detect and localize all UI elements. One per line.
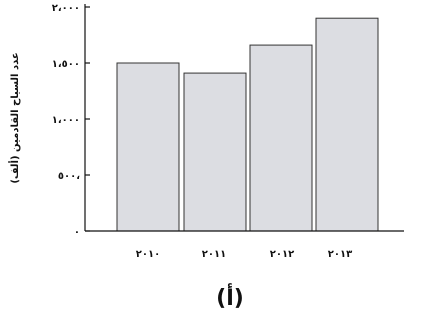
bars-layer xyxy=(116,17,379,232)
y-tick-label: ١،٥٠٠ xyxy=(52,59,80,70)
x-ticks: ٢٠١٠ ٢٠١١ ٢٠١٢ ٢٠١٣ xyxy=(136,249,352,260)
x-tick-label: ٢٠١٠ xyxy=(136,249,160,260)
x-tick-label: ٢٠١١ xyxy=(202,249,226,260)
x-tick-label: ٢٠١٣ xyxy=(328,249,352,260)
y-tick-label: ٠ xyxy=(74,227,80,238)
figure-caption: (أ) xyxy=(216,282,244,311)
y-ticks: ٠ ٥٠٠، ١،٠٠٠ ١،٥٠٠ ٢،٠٠٠ xyxy=(52,3,90,238)
y-tick-label: ٢،٠٠٠ xyxy=(52,3,80,14)
bar-4 xyxy=(315,17,379,232)
bar-3 xyxy=(249,44,313,232)
y-tick-label: ١،٠٠٠ xyxy=(52,115,80,126)
bar-1 xyxy=(116,62,180,232)
y-tick-label: ٥٠٠، xyxy=(58,171,80,182)
x-tick-label: ٢٠١٢ xyxy=(270,249,294,260)
bar-2 xyxy=(183,72,247,232)
y-axis-title: عدد السياح القادمين (ألف) xyxy=(8,52,21,183)
